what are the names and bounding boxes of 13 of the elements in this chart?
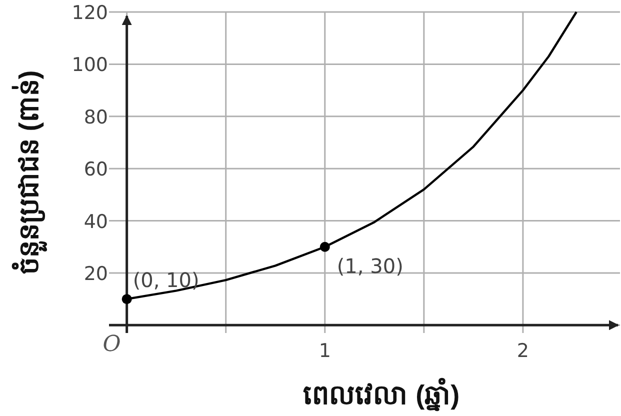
y-tick-label: 120 bbox=[72, 2, 108, 24]
y-axis-title: ចំនួនប្រជាជន (ពាន់) bbox=[11, 70, 48, 275]
y-tick-label: 80 bbox=[84, 106, 108, 128]
x-tick-label: 2 bbox=[516, 340, 529, 362]
y-tick-label: 40 bbox=[84, 210, 108, 233]
x-axis-title: ពេលវេលា (ឆ្នាំ) bbox=[303, 377, 460, 412]
annotation: (1, 30) bbox=[336, 254, 404, 278]
x-tick-label: O bbox=[102, 332, 121, 358]
y-tick-label: 20 bbox=[84, 262, 108, 285]
x-tick-label: 1 bbox=[318, 340, 331, 362]
y-tick-label: 100 bbox=[72, 54, 108, 76]
annotation: (0, 10) bbox=[132, 268, 200, 292]
y-tick-label: 60 bbox=[84, 158, 108, 181]
